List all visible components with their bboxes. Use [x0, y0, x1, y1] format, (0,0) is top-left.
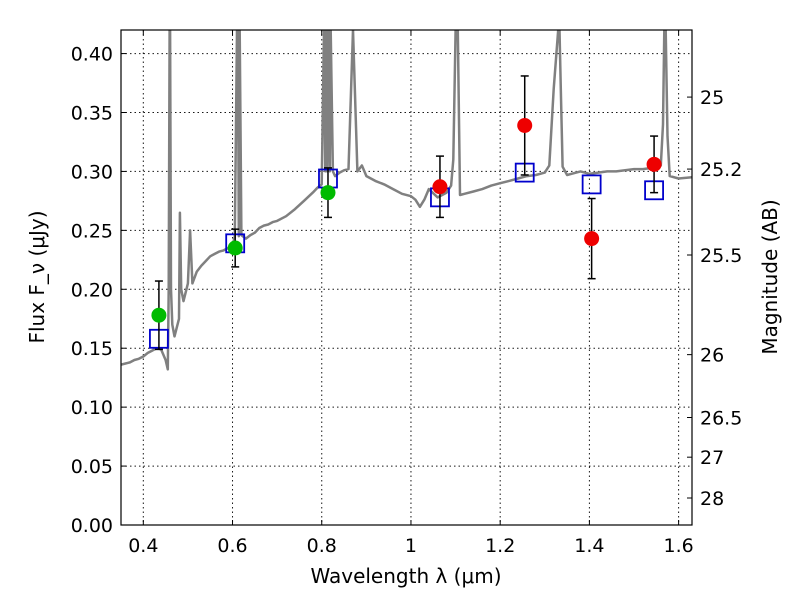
right-tick-label-3: 26	[700, 345, 724, 367]
y-tick-label-4: 0.20	[71, 279, 113, 301]
axis-ticks: 0.4 0.6 0.8 1 1.2 1.4 1.6 0.00 0.05 0.10 0.15 0.20 0…	[71, 30, 742, 557]
red-point-0	[432, 179, 448, 195]
x-tick-label-5: 1.4	[574, 535, 604, 557]
green-point-0	[151, 307, 167, 323]
right-tick-label-1: 25.2	[700, 159, 742, 181]
red-point-3	[646, 156, 662, 172]
green-point-2	[320, 185, 336, 201]
x-tick-label-4: 1.2	[485, 535, 515, 557]
x-tick-label-2: 0.8	[307, 535, 337, 557]
y-tick-label-6: 0.30	[71, 161, 113, 183]
x-tick-label-3: 1	[405, 535, 417, 557]
x-tick-label-6: 1.6	[664, 535, 694, 557]
model-spectrum-line	[121, 30, 692, 371]
y-tick-label-8: 0.40	[71, 44, 113, 66]
y-tick-label-7: 0.35	[71, 103, 113, 125]
x-tick-label-1: 0.6	[217, 535, 247, 557]
y-tick-label-2: 0.10	[71, 397, 113, 419]
right-tick-label-5: 27	[700, 447, 724, 469]
model-square-5	[581, 174, 602, 195]
plot-background	[121, 30, 692, 525]
y-tick-label-5: 0.25	[71, 220, 113, 242]
right-axis-label: Magnitude (AB)	[758, 199, 782, 354]
y-tick-label-1: 0.05	[71, 456, 113, 478]
y-tick-label-0: 0.00	[71, 515, 113, 537]
x-tick-label-0: 0.4	[128, 535, 158, 557]
right-tick-label-6: 28	[700, 488, 724, 510]
green-point-1	[227, 240, 243, 256]
right-tick-label-2: 25.5	[700, 245, 742, 267]
y-axis-label: Flux F_ν (μJy)	[25, 210, 49, 343]
right-tick-label-4: 26.5	[700, 408, 742, 430]
plot-area	[121, 30, 692, 371]
y-tick-label-3: 0.15	[71, 338, 113, 360]
x-axis-label: Wavelength λ (μm)	[310, 564, 501, 588]
plot-frame	[120, 29, 693, 526]
red-point-2	[584, 231, 600, 247]
grid	[121, 30, 692, 526]
red-point-1	[517, 117, 533, 133]
right-tick-label-0: 25	[700, 87, 724, 109]
